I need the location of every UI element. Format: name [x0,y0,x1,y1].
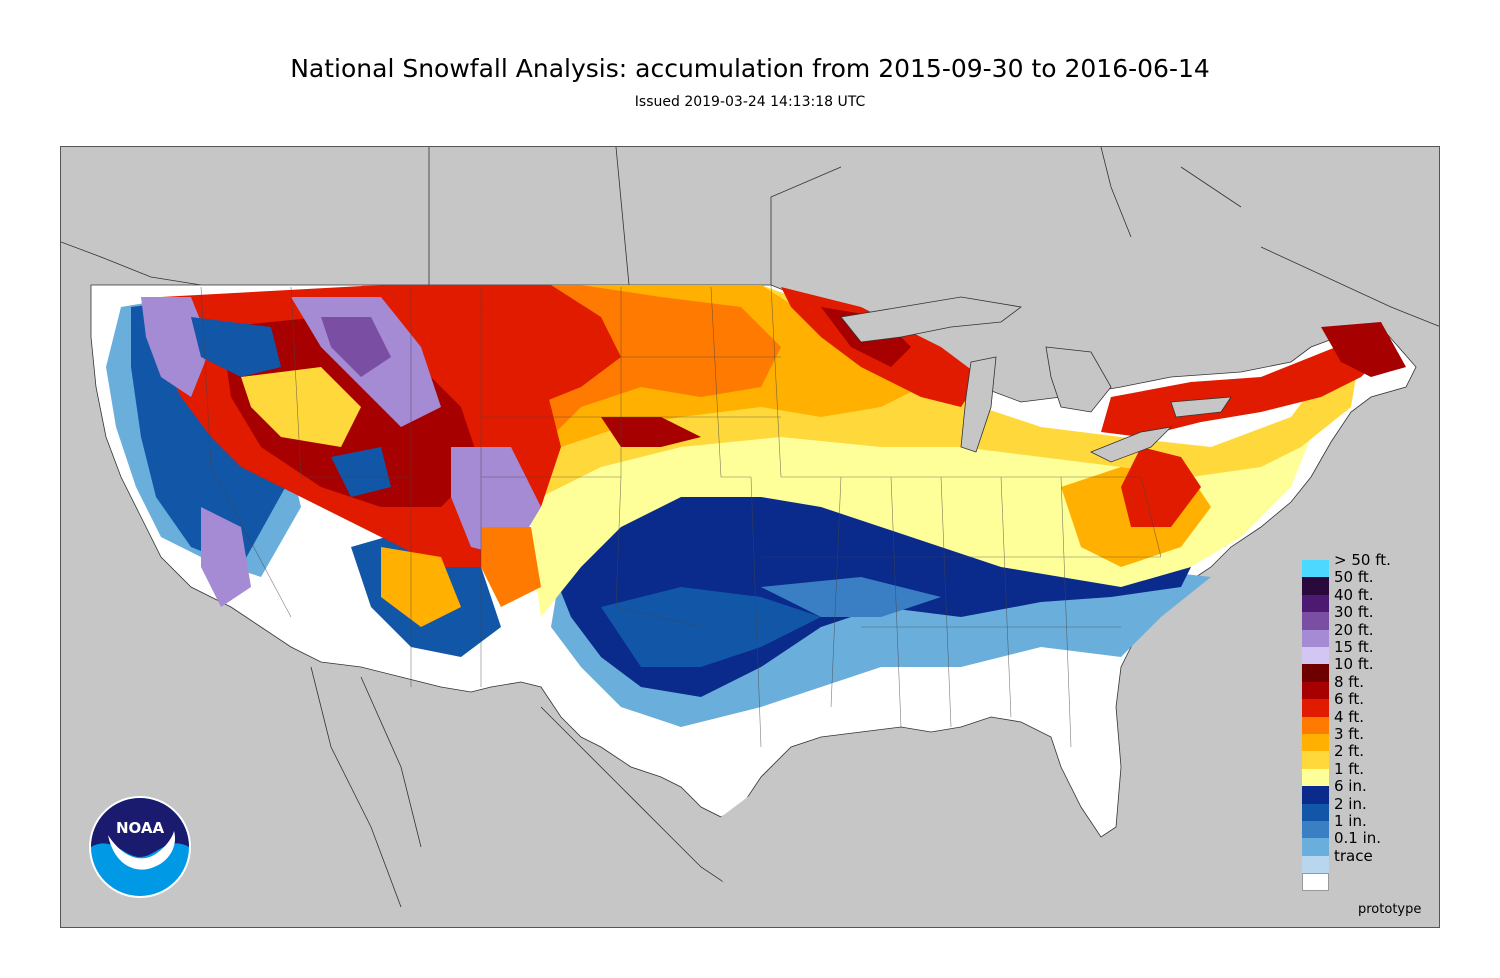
legend-item: 2 in. [1302,796,1422,821]
legend-label: 6 ft. [1334,690,1364,709]
conus-snowfall [90,284,1417,927]
prototype-note: prototype [1358,902,1422,917]
lake-superior [840,296,1022,343]
noaa-logo: NOAA [89,796,191,898]
legend-item: 3 ft. [1302,727,1422,752]
legend-item: 4 ft. [1302,709,1422,734]
legend-label: 6 in. [1334,777,1367,796]
legend-item: 2 ft. [1302,744,1422,769]
legend-label: trace [1334,846,1373,865]
legend-label: 2 in. [1334,794,1367,813]
legend-swatch [1302,699,1329,717]
lake-ontario [1170,396,1232,418]
legend-swatch [1302,612,1329,630]
legend-item: > 50 ft. [1302,553,1422,578]
lake-huron [1045,346,1112,413]
legend-item: 0.1 in. [1302,831,1422,856]
legend-swatch [1302,734,1329,752]
legend-swatch [1302,594,1329,613]
lake-michigan [960,356,997,453]
legend-item: trace [1302,848,1422,874]
legend-item: 30 ft. [1302,605,1422,630]
legend-label: 50 ft. [1334,568,1374,587]
legend-swatch [1302,629,1329,647]
legend-swatch [1302,664,1329,682]
legend-swatch [1302,577,1329,595]
legend-swatch [1302,786,1329,804]
gulf-of-mexico [711,747,1101,927]
legend-label: 1 in. [1334,812,1367,830]
legend-swatch [1302,855,1329,874]
map-title: National Snowfall Analysis: accumulation… [290,54,1210,83]
issued-timestamp: Issued 2019-03-24 14:13:18 UTC [634,94,866,110]
legend-item: 40 ft. [1302,587,1422,613]
legend-label: 10 ft. [1334,655,1374,674]
legend-swatch [1302,716,1329,734]
legend-label: 30 ft. [1334,603,1374,622]
legend-swatch [1302,838,1329,856]
legend-label: 4 ft. [1334,707,1364,726]
legend-item: 15 ft. [1302,640,1422,665]
noaa-logo-text: NOAA [116,819,165,837]
legend-swatch [1302,647,1329,665]
snowfall-map[interactable] [60,146,1440,928]
legend-label: 3 ft. [1334,725,1364,743]
legend-swatch [1302,751,1329,769]
legend-label: 0.1 in. [1334,829,1382,848]
legend-swatch [1302,560,1329,578]
legend-item: 1 ft. [1302,761,1422,787]
state-borders [200,284,1162,748]
map-canvas [61,147,1439,927]
legend-item: 10 ft. [1302,657,1422,682]
legend-item: 20 ft. [1302,622,1422,647]
legend-item: 50 ft. [1302,570,1422,595]
legend-item: 6 in. [1302,779,1422,804]
legend-swatch [1302,873,1329,891]
legend-label: 40 ft. [1334,585,1374,604]
country-borders [61,147,1439,908]
legend-label: 2 ft. [1334,742,1364,761]
legend-item [1302,873,1422,891]
legend-item: 6 ft. [1302,692,1422,717]
legend-label: 8 ft. [1334,672,1364,691]
lake-erie [1090,426,1173,463]
legend-swatch [1302,681,1329,700]
legend-label: 15 ft. [1334,638,1374,656]
legend-label: 1 ft. [1334,759,1364,778]
legend-swatch [1302,803,1329,821]
legend-swatch [1302,821,1329,839]
legend-label: > 50 ft. [1334,551,1391,569]
legend-item: 8 ft. [1302,674,1422,700]
legend-label: 20 ft. [1334,620,1374,639]
legend-swatch [1302,768,1329,787]
legend-item: 1 in. [1302,814,1422,839]
